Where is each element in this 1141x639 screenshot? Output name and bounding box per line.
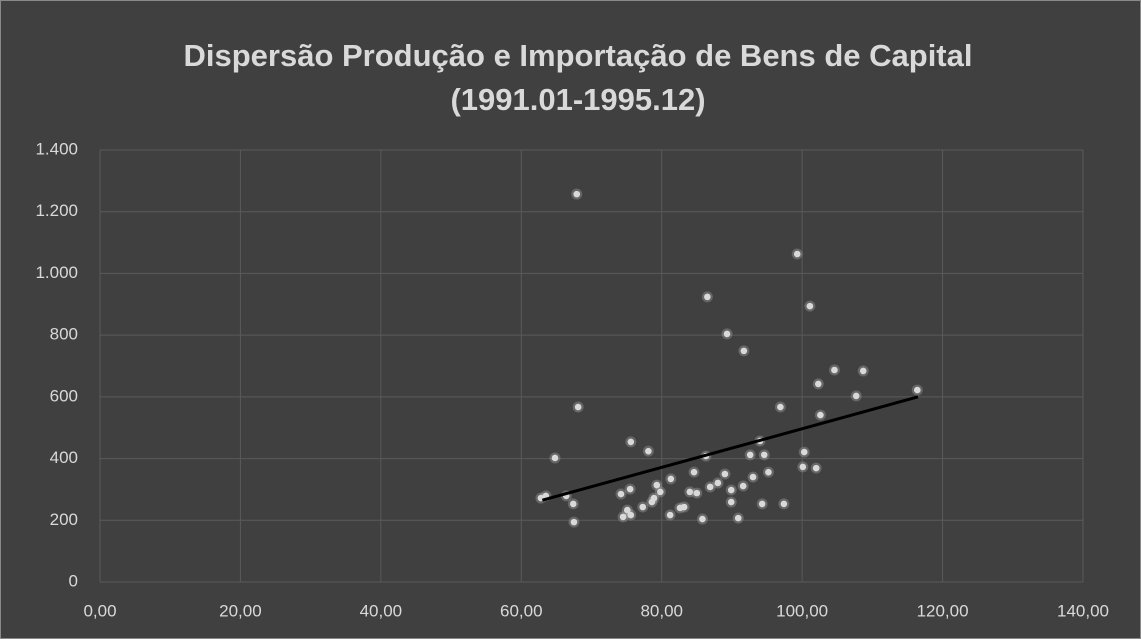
point: [619, 513, 627, 521]
point: [777, 403, 784, 411]
point: [727, 486, 735, 494]
point: [780, 500, 788, 508]
point: [690, 468, 698, 476]
point: [667, 475, 675, 483]
point: [645, 447, 652, 455]
point: [723, 330, 731, 338]
point: [765, 468, 772, 476]
y-tick-label: 200: [50, 510, 78, 529]
x-tick-label: 40,00: [360, 601, 403, 620]
point: [624, 506, 631, 514]
point: [859, 367, 867, 375]
point: [831, 366, 838, 374]
point: [812, 464, 820, 472]
point: [639, 503, 647, 511]
point: [734, 514, 742, 522]
point: [740, 347, 748, 355]
point: [693, 489, 701, 497]
point: [913, 386, 921, 394]
x-tick-label: 0,00: [83, 601, 116, 620]
point: [758, 500, 766, 508]
point: [657, 488, 664, 496]
point: [653, 481, 661, 489]
y-tick-label: 1.400: [35, 139, 78, 158]
point: [680, 503, 688, 511]
point: [551, 454, 559, 462]
point: [627, 438, 635, 446]
point: [727, 498, 735, 506]
trendline: [541, 395, 919, 502]
y-tick-label: 600: [50, 386, 78, 405]
y-tick-label: 1.000: [35, 263, 78, 282]
point: [799, 463, 807, 471]
point: [746, 451, 754, 459]
point: [817, 411, 824, 419]
y-tick-label: 800: [50, 325, 78, 344]
x-tick-label: 120,00: [917, 601, 969, 620]
x-tick-label: 100,00: [776, 601, 828, 620]
point: [573, 190, 581, 198]
point: [760, 451, 768, 459]
x-tick-label: 20,00: [219, 601, 262, 620]
point: [721, 470, 729, 478]
point: [852, 392, 860, 400]
chart-title: Dispersão Produção e Importação de Bens …: [183, 38, 972, 73]
point: [706, 483, 714, 491]
x-tick-label: 80,00: [640, 601, 683, 620]
point: [626, 485, 634, 493]
point: [569, 500, 577, 508]
point: [749, 473, 757, 481]
point: [686, 488, 694, 496]
point: [793, 250, 801, 258]
point: [814, 380, 822, 388]
y-tick-label: 400: [50, 448, 78, 467]
point: [704, 293, 711, 301]
point: [666, 511, 674, 519]
x-tick-label: 60,00: [500, 601, 543, 620]
x-tick-label: 140,00: [1057, 601, 1109, 620]
point: [714, 479, 722, 487]
point: [699, 515, 706, 523]
point: [617, 490, 625, 498]
chart-title: (1991.01-1995.12): [450, 82, 705, 117]
point: [574, 403, 582, 411]
point: [650, 494, 658, 502]
y-tick-label: 0: [69, 571, 78, 590]
point: [806, 302, 814, 310]
point: [800, 448, 808, 456]
point: [627, 511, 635, 519]
point: [570, 518, 578, 526]
point: [739, 482, 747, 490]
y-tick-label: 1.200: [35, 201, 78, 220]
